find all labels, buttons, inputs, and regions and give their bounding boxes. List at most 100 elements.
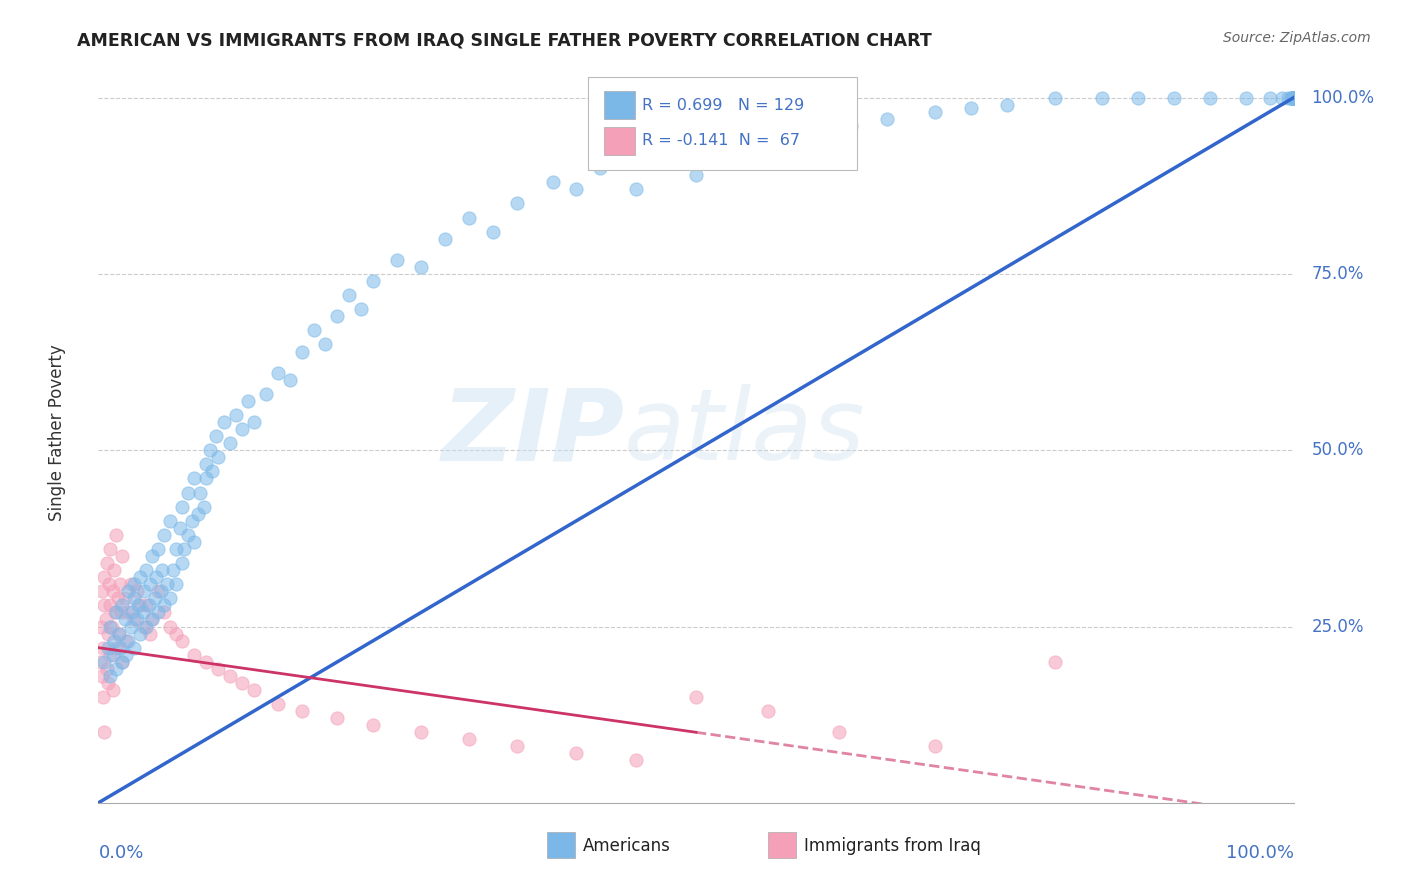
- Point: [1282, 91, 1305, 105]
- Point: [135, 619, 157, 633]
- Point: [165, 626, 187, 640]
- Point: [960, 101, 983, 115]
- Text: Source: ZipAtlas.com: Source: ZipAtlas.com: [1223, 31, 1371, 45]
- Point: [231, 422, 253, 436]
- Text: ZIP: ZIP: [441, 384, 624, 481]
- Point: [195, 471, 218, 485]
- Point: [1199, 91, 1222, 105]
- Point: [565, 182, 588, 196]
- Point: [165, 577, 187, 591]
- Point: [98, 577, 121, 591]
- Point: [96, 662, 118, 676]
- Point: [1282, 91, 1305, 105]
- Point: [187, 507, 209, 521]
- Point: [155, 577, 177, 591]
- Point: [111, 655, 134, 669]
- Point: [89, 655, 111, 669]
- Point: [709, 147, 731, 161]
- Point: [876, 112, 898, 126]
- Point: [105, 606, 128, 620]
- Point: [924, 739, 946, 754]
- Point: [1282, 91, 1305, 105]
- Text: 100.0%: 100.0%: [1312, 88, 1375, 107]
- Point: [1282, 91, 1305, 105]
- Point: [198, 443, 221, 458]
- Point: [105, 640, 128, 655]
- Point: [411, 260, 433, 274]
- Point: [129, 599, 152, 613]
- Point: [193, 500, 215, 514]
- Point: [127, 599, 149, 613]
- Point: [685, 690, 707, 704]
- Point: [94, 612, 117, 626]
- Point: [434, 232, 457, 246]
- Point: [98, 648, 122, 662]
- Point: [105, 528, 128, 542]
- Text: 25.0%: 25.0%: [1312, 617, 1364, 635]
- Point: [1128, 91, 1150, 105]
- Point: [148, 541, 170, 556]
- Point: [117, 584, 139, 599]
- Point: [114, 612, 136, 626]
- Point: [685, 168, 707, 182]
- Point: [93, 599, 115, 613]
- Text: Immigrants from Iraq: Immigrants from Iraq: [804, 837, 980, 855]
- Point: [120, 577, 142, 591]
- Point: [363, 274, 385, 288]
- Point: [661, 154, 683, 169]
- Point: [105, 662, 128, 676]
- Point: [180, 514, 202, 528]
- Text: 75.0%: 75.0%: [1312, 265, 1364, 283]
- Point: [124, 640, 146, 655]
- Point: [135, 563, 157, 577]
- Point: [1282, 91, 1305, 105]
- Point: [506, 196, 529, 211]
- Point: [204, 429, 226, 443]
- Point: [108, 577, 131, 591]
- Point: [183, 471, 205, 485]
- Point: [121, 606, 143, 620]
- Point: [207, 450, 229, 465]
- Point: [98, 599, 122, 613]
- Point: [1281, 91, 1303, 105]
- Point: [125, 612, 148, 626]
- Point: [141, 549, 163, 563]
- Point: [589, 161, 612, 176]
- Point: [100, 619, 122, 633]
- Text: Single Father Poverty: Single Father Poverty: [48, 344, 66, 521]
- Point: [291, 704, 314, 718]
- Point: [93, 725, 115, 739]
- Text: R = -0.141  N =  67: R = -0.141 N = 67: [643, 134, 800, 148]
- Point: [91, 640, 114, 655]
- Point: [756, 704, 779, 718]
- Point: [107, 591, 129, 606]
- Text: Americans: Americans: [582, 837, 671, 855]
- Point: [93, 570, 115, 584]
- Point: [97, 640, 120, 655]
- Point: [172, 633, 194, 648]
- Point: [132, 619, 155, 633]
- Point: [243, 683, 266, 698]
- Point: [145, 570, 167, 584]
- Point: [148, 606, 170, 620]
- Point: [1281, 91, 1303, 105]
- Point: [172, 556, 194, 570]
- Point: [828, 725, 851, 739]
- Text: 50.0%: 50.0%: [1312, 442, 1364, 459]
- Point: [458, 211, 481, 225]
- Point: [506, 739, 529, 754]
- Point: [458, 732, 481, 747]
- Point: [1043, 91, 1066, 105]
- Point: [159, 514, 181, 528]
- Point: [132, 584, 155, 599]
- Point: [124, 612, 146, 626]
- Point: [124, 577, 146, 591]
- Point: [1279, 91, 1302, 105]
- Point: [111, 599, 134, 613]
- Point: [177, 528, 200, 542]
- Point: [225, 408, 247, 422]
- Point: [131, 606, 153, 620]
- Point: [626, 182, 648, 196]
- Point: [115, 633, 138, 648]
- Point: [254, 387, 277, 401]
